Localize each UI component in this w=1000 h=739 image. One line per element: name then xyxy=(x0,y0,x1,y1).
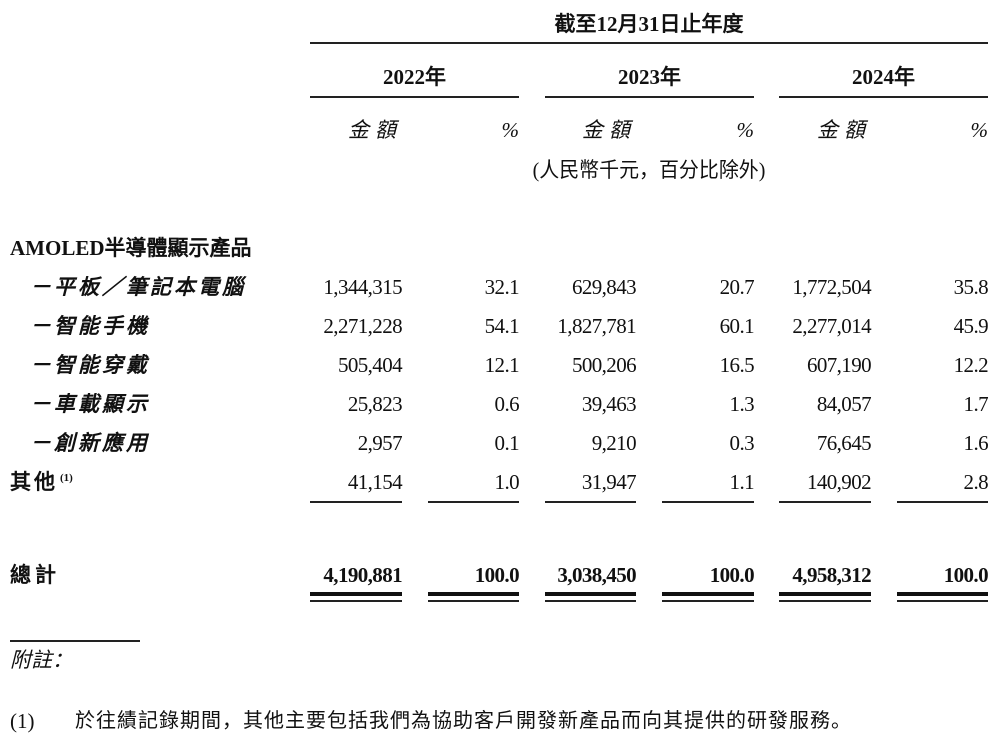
subtotal-rule xyxy=(662,501,754,503)
year-divider xyxy=(779,96,988,98)
table-cell: 1.0 xyxy=(494,470,520,494)
total-double-rule xyxy=(897,600,988,602)
total-double-rule xyxy=(545,600,636,602)
year-divider xyxy=(310,96,519,98)
table-cell: 1,772,504 xyxy=(792,275,871,299)
total-cell: 100.0 xyxy=(474,563,520,587)
table-cell: 1,827,781 xyxy=(557,314,636,338)
table-cell: 0.6 xyxy=(494,392,520,416)
total-cell: 4,958,312 xyxy=(792,563,871,587)
total-double-rule xyxy=(779,600,871,602)
table-cell: 500,206 xyxy=(571,353,637,377)
table-cell: 20.7 xyxy=(719,275,755,299)
table-cell: 607,190 xyxy=(806,353,872,377)
amount-label: 金額 xyxy=(582,118,636,142)
divider xyxy=(310,42,988,44)
table-cell: 84,057 xyxy=(816,392,872,416)
table-cell: 2,277,014 xyxy=(792,314,871,338)
table-cell: 1.7 xyxy=(963,392,989,416)
table-cell: 39,463 xyxy=(581,392,637,416)
subtotal-rule xyxy=(428,501,519,503)
table-cell: 0.3 xyxy=(729,431,755,455)
table-cell: 25,823 xyxy=(347,392,403,416)
table-cell: 60.1 xyxy=(719,314,755,338)
notes-title: 附註： xyxy=(10,648,73,672)
total-double-rule xyxy=(428,600,519,602)
total-cell: 4,190,881 xyxy=(323,563,402,587)
total-double-rule xyxy=(897,592,988,596)
footnote-ref: (1) xyxy=(60,472,73,484)
table-cell: 9,210 xyxy=(591,431,637,455)
table-cell: 2,957 xyxy=(357,431,403,455)
total-cell: 3,038,450 xyxy=(557,563,636,587)
period-header: 截至12月31日止年度 xyxy=(554,12,744,36)
row-label: －智能穿戴 xyxy=(30,353,150,377)
footnote-divider xyxy=(10,640,140,642)
table-cell: 32.1 xyxy=(484,275,520,299)
table-cell: 140,902 xyxy=(806,470,872,494)
total-double-rule xyxy=(310,592,402,596)
unit-note: (人民幣千元，百分比除外) xyxy=(532,158,766,182)
table-cell: 0.1 xyxy=(494,431,520,455)
total-double-rule xyxy=(662,592,754,596)
table-cell: 16.5 xyxy=(719,353,755,377)
subtotal-rule xyxy=(545,501,636,503)
amount-label: 金額 xyxy=(348,118,402,142)
table-cell: 41,154 xyxy=(347,470,403,494)
amount-label: 金額 xyxy=(817,118,871,142)
table-cell: 505,404 xyxy=(337,353,403,377)
table-cell: 31,947 xyxy=(581,470,637,494)
total-double-rule xyxy=(545,592,636,596)
row-label: －創新應用 xyxy=(30,431,150,455)
row-label: －平板／筆記本電腦 xyxy=(30,275,246,299)
table-cell: 629,843 xyxy=(571,275,637,299)
table-cell: 1.1 xyxy=(729,470,755,494)
total-label: 總計 xyxy=(10,563,60,587)
table-cell: 76,645 xyxy=(816,431,872,455)
total-cell: 100.0 xyxy=(709,563,755,587)
percent-label: % xyxy=(970,118,989,142)
section-title: AMOLED半導體顯示產品 xyxy=(10,236,252,260)
table-cell: 45.9 xyxy=(953,314,989,338)
subtotal-rule xyxy=(779,501,871,503)
total-double-rule xyxy=(428,592,519,596)
total-double-rule xyxy=(310,600,402,602)
table-cell: 12.1 xyxy=(484,353,520,377)
table-cell: 1.6 xyxy=(963,431,989,455)
year-header: 2023年 xyxy=(618,65,681,89)
table-cell: 35.8 xyxy=(953,275,989,299)
total-double-rule xyxy=(662,600,754,602)
table-cell: 1.3 xyxy=(729,392,755,416)
footnote-text: 於往績記錄期間，其他主要包括我們為協助客戶開發新產品而向其提供的研發服務。 xyxy=(75,710,852,732)
footnote-marker: (1) xyxy=(10,709,35,733)
table-cell: 1,344,315 xyxy=(323,275,402,299)
percent-label: % xyxy=(736,118,755,142)
total-cell: 100.0 xyxy=(943,563,989,587)
row-label: 其他 xyxy=(10,470,58,494)
table-cell: 2,271,228 xyxy=(323,314,402,338)
row-label: －智能手機 xyxy=(30,314,150,338)
percent-label: % xyxy=(501,118,520,142)
subtotal-rule xyxy=(897,501,988,503)
year-header: 2022年 xyxy=(383,65,446,89)
subtotal-rule xyxy=(310,501,402,503)
total-double-rule xyxy=(779,592,871,596)
year-header: 2024年 xyxy=(852,65,915,89)
table-cell: 54.1 xyxy=(484,314,520,338)
table-cell: 2.8 xyxy=(963,470,989,494)
row-label: －車載顯示 xyxy=(30,392,150,416)
year-divider xyxy=(545,96,754,98)
table-cell: 12.2 xyxy=(953,353,989,377)
